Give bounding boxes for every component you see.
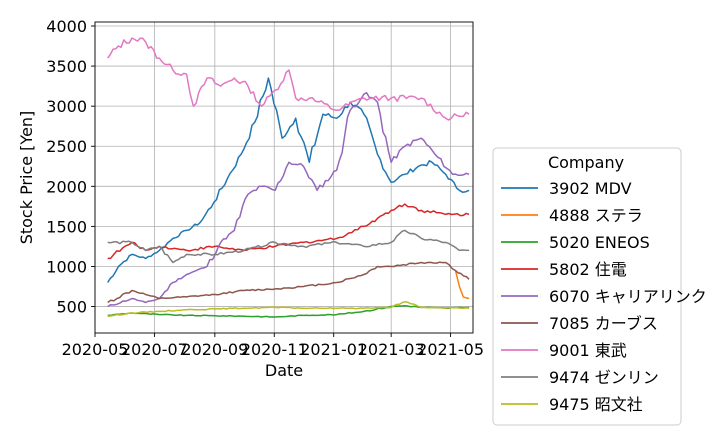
axis-ticks: 50010001500200025003000350040002020-0520… bbox=[46, 17, 484, 359]
legend-label: 6070 キャリアリンク bbox=[549, 287, 707, 306]
series-line bbox=[107, 229, 470, 264]
legend-title: Company bbox=[548, 153, 624, 172]
x-tick-label: 2020-11 bbox=[241, 340, 308, 359]
y-tick-label: 3000 bbox=[46, 97, 87, 116]
series-line bbox=[107, 37, 470, 121]
x-tick-label: 2021-05 bbox=[417, 340, 484, 359]
y-tick-label: 4000 bbox=[46, 17, 87, 36]
y-tick-label: 3500 bbox=[46, 57, 87, 76]
legend-label: 7085 カーブス bbox=[549, 314, 658, 333]
legend-entries: 3902 MDV 4888 ステラ 5020 ENEOS 5802 住電 6070 キャ… bbox=[501, 179, 707, 414]
y-tick-label: 2000 bbox=[46, 177, 87, 196]
x-tick-label: 2020-07 bbox=[121, 340, 188, 359]
legend-label: 9474 ゼンリン bbox=[549, 368, 659, 387]
y-tick-label: 500 bbox=[56, 298, 87, 317]
x-tick-label: 2020-05 bbox=[62, 340, 129, 359]
x-tick-label: 2020-09 bbox=[181, 340, 248, 359]
series-line bbox=[107, 300, 470, 317]
grid bbox=[94, 22, 473, 333]
legend-label: 5020 ENEOS bbox=[549, 233, 650, 252]
series-line bbox=[107, 304, 470, 318]
y-tick-label: 2500 bbox=[46, 137, 87, 156]
legend-label: 9001 東武 bbox=[549, 341, 627, 360]
series-line bbox=[107, 203, 470, 260]
legend-label: 9475 昭文社 bbox=[549, 395, 643, 414]
legend-box bbox=[492, 147, 682, 426]
legend-label: 4888 ステラ bbox=[549, 206, 643, 225]
y-tick-label: 1500 bbox=[46, 217, 87, 236]
series-line bbox=[107, 77, 470, 283]
x-axis-label: Date bbox=[265, 361, 303, 380]
plot-frame bbox=[94, 21, 474, 334]
series-lines bbox=[107, 37, 470, 318]
legend-label: 3902 MDV bbox=[549, 179, 632, 198]
x-tick-label: 2021-03 bbox=[358, 340, 425, 359]
series-line bbox=[107, 92, 470, 308]
x-tick-label: 2021-01 bbox=[300, 340, 367, 359]
legend: Company 3902 MDV 4888 ステラ 5020 ENEOS 5802 住… bbox=[492, 147, 707, 426]
series-line bbox=[107, 261, 470, 304]
y-axis-label: Stock Price [Yen] bbox=[17, 111, 36, 245]
y-tick-label: 1000 bbox=[46, 257, 87, 276]
legend-label: 5802 住電 bbox=[549, 260, 627, 279]
series-line bbox=[454, 270, 470, 300]
